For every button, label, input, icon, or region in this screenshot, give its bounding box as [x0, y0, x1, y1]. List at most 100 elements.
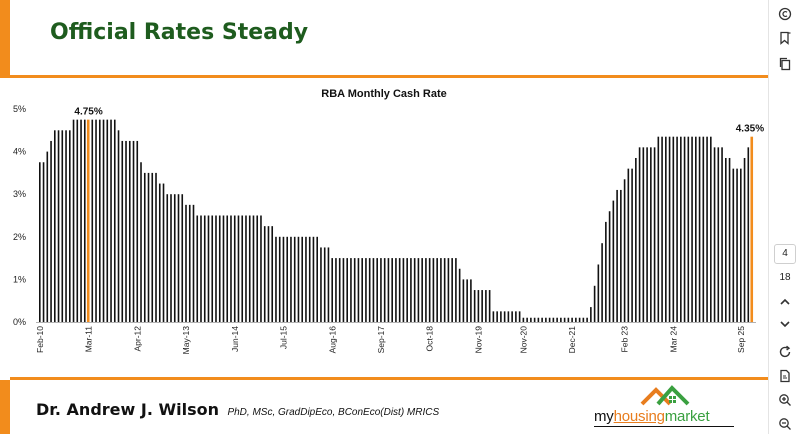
rate-bar	[623, 179, 626, 322]
divider-top	[10, 75, 768, 78]
rate-bar	[717, 147, 720, 322]
copyright-icon[interactable]	[775, 4, 795, 24]
annotation-label: 4.75%	[74, 107, 102, 118]
rate-bar	[605, 221, 607, 322]
rate-bar	[668, 136, 671, 322]
rate-bar	[143, 172, 146, 322]
rate-bar	[181, 194, 184, 322]
rate-bar	[736, 168, 738, 322]
rate-bar	[743, 157, 746, 322]
annotation-label: 4.35%	[736, 124, 764, 135]
rate-bar	[683, 136, 686, 322]
divider-bottom	[10, 377, 768, 380]
accent-bar-top	[0, 0, 10, 78]
rate-bar	[308, 236, 311, 322]
x-tick-label: May-13	[181, 326, 191, 355]
rate-bar	[245, 215, 247, 322]
rate-bar	[166, 194, 169, 322]
brand-logo[interactable]: myhousingmarket	[594, 384, 736, 430]
rate-bar	[492, 311, 495, 322]
rate-bar	[650, 147, 652, 322]
document-edit-icon[interactable]	[775, 366, 795, 386]
rate-bar	[687, 136, 690, 322]
rate-bar	[522, 317, 525, 322]
rate-bar	[593, 285, 596, 322]
x-tick-label: Feb 23	[620, 326, 630, 353]
rate-bar	[691, 136, 693, 322]
rate-bar	[91, 119, 94, 323]
copy-icon[interactable]	[775, 54, 795, 74]
rate-bar	[428, 258, 431, 322]
rate-bar	[80, 119, 82, 323]
rate-bar	[83, 119, 86, 323]
page-title: Official Rates Steady	[50, 20, 309, 45]
rate-bar	[76, 119, 79, 323]
rate-bar	[488, 290, 491, 322]
rate-bar	[436, 258, 438, 322]
rate-bar	[680, 136, 682, 322]
rate-bar	[582, 317, 585, 322]
rate-bar	[233, 215, 236, 322]
rate-bar	[98, 119, 101, 323]
rate-bar	[136, 140, 139, 322]
x-tick-label: Sep 25	[736, 326, 746, 353]
rate-bar	[158, 183, 161, 322]
slide: Official Rates Steady RBA Monthly Cash R…	[0, 0, 768, 434]
rate-bar	[462, 279, 465, 322]
rate-bar	[248, 215, 251, 322]
rate-bar	[653, 147, 656, 322]
rate-bar	[260, 215, 262, 322]
rate-bar	[72, 119, 75, 323]
rate-bar	[608, 211, 611, 322]
chevron-down-icon[interactable]	[775, 314, 795, 334]
zoom-out-icon[interactable]	[775, 414, 795, 434]
rate-bar	[440, 258, 442, 322]
rate-bar	[147, 172, 150, 322]
rate-bar	[256, 215, 259, 322]
rate-bar	[50, 140, 52, 322]
bar-series	[39, 119, 754, 323]
rate-bar	[301, 236, 304, 322]
rate-bar	[507, 311, 510, 322]
page-number-input[interactable]: 4	[774, 244, 796, 264]
rate-bar	[125, 140, 127, 322]
rate-bar	[747, 147, 750, 322]
rate-bar	[312, 236, 315, 322]
logo-wordmark: myhousingmarket	[594, 408, 710, 425]
rate-bar	[278, 236, 281, 322]
rate-bar	[282, 236, 285, 322]
x-tick-label: Mar-11	[84, 326, 94, 353]
rate-bar	[275, 236, 277, 322]
bookmark-icon[interactable]	[775, 28, 795, 48]
rate-bar	[421, 258, 423, 322]
rate-bar	[252, 215, 255, 322]
rate-bar	[567, 317, 570, 322]
rate-bar	[46, 151, 49, 322]
rate-bar	[560, 317, 562, 322]
rate-bar	[61, 130, 64, 322]
rate-bar	[68, 130, 71, 322]
rate-bar	[222, 215, 225, 322]
highlight-bar	[86, 119, 90, 323]
x-tick-label: Oct-18	[425, 326, 435, 352]
refresh-icon[interactable]	[775, 342, 795, 362]
chart-title: RBA Monthly Cash Rate	[321, 88, 447, 100]
zoom-in-icon[interactable]	[775, 390, 795, 410]
rate-bar	[376, 258, 378, 322]
rate-bar	[725, 157, 727, 322]
rate-bar	[106, 119, 109, 323]
rate-bar	[661, 136, 663, 322]
rate-bar	[151, 172, 154, 322]
rate-bar	[286, 236, 289, 322]
rate-bar	[323, 247, 326, 322]
rate-bar	[361, 258, 363, 322]
x-tick-label: Nov-20	[519, 326, 529, 354]
rate-bar	[121, 140, 124, 322]
rate-bar	[170, 194, 172, 322]
y-tick-label: 2%	[13, 232, 26, 242]
chevron-up-icon[interactable]	[775, 292, 795, 312]
rate-bar	[425, 258, 427, 322]
rate-bar	[485, 290, 487, 322]
rate-bar	[155, 172, 157, 322]
rate-bar	[451, 258, 453, 322]
